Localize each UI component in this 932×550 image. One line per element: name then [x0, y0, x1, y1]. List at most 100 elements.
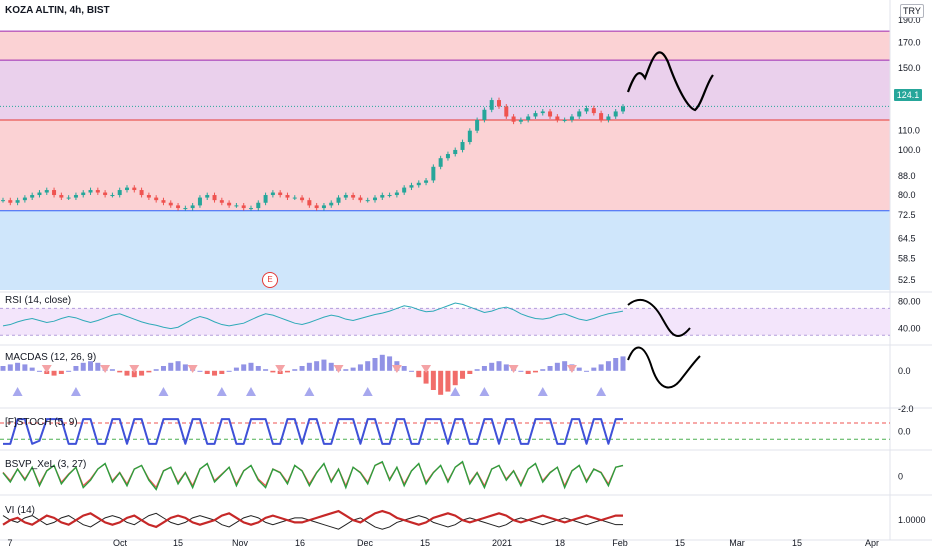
vi-indicator-title[interactable]: VI (14) [5, 505, 36, 516]
candle-body [511, 116, 516, 122]
candle-body [613, 111, 618, 117]
macd-bar [474, 369, 480, 371]
macd-bar [372, 358, 378, 371]
macd-bar [314, 361, 320, 371]
macd-bar [124, 370, 130, 376]
candle-body [125, 187, 129, 191]
time-axis-tick: Feb [612, 538, 628, 548]
macd-bar [182, 364, 188, 371]
candle-body [307, 200, 312, 206]
candle-body [161, 200, 166, 203]
time-axis-tick: Nov [232, 538, 249, 548]
rsi-projection-drawing [627, 298, 691, 337]
macd-bar [518, 370, 524, 372]
macd-buy-marker [304, 387, 315, 396]
macd-bar [379, 354, 385, 371]
time-axis-tick: 16 [295, 538, 305, 548]
macd-bar [481, 366, 487, 371]
macd-bar [598, 364, 604, 371]
macdas-indicator-title[interactable]: MACDAS (12, 26, 9) [5, 352, 97, 363]
macd-buy-marker [537, 387, 548, 396]
macd-bar [292, 369, 298, 371]
macd-bar [489, 362, 495, 371]
candle-body [190, 205, 195, 209]
time-axis-tick: Mar [729, 538, 745, 548]
candle-body [438, 158, 443, 167]
macd-bar [0, 366, 6, 371]
macd-bar [554, 362, 560, 371]
macd-bar [540, 369, 546, 371]
stoch-indicator-title[interactable]: [F]STOCH (5, 9) [5, 417, 78, 428]
time-axis-tick: 2021 [492, 538, 512, 548]
macd-bar [212, 370, 218, 376]
candle-body [599, 113, 604, 120]
candle-body [314, 205, 319, 209]
candle-body [548, 111, 553, 117]
candle-body [329, 202, 334, 206]
candle-body [103, 192, 108, 196]
macd-bar [248, 362, 254, 371]
candle-body [562, 119, 567, 121]
currency-badge[interactable]: TRY [900, 4, 924, 18]
macd-bar [605, 361, 611, 371]
candle-body [15, 200, 20, 203]
macd-bar [153, 369, 159, 371]
macd-bar [226, 370, 232, 372]
chart-title: KOZA ALTIN, 4h, BIST [5, 5, 110, 16]
candle-body [343, 195, 348, 198]
candle-body [270, 192, 275, 196]
rsi-band [0, 308, 890, 336]
macd-buy-marker [596, 387, 607, 396]
macd-bar [197, 370, 203, 372]
candle-body [241, 205, 246, 209]
candle-body [249, 208, 253, 210]
earnings-event-marker[interactable]: E [262, 272, 278, 288]
candle-body [110, 195, 115, 197]
macd-bar [350, 367, 356, 371]
candle-body [518, 119, 523, 122]
macd-bar [430, 370, 436, 390]
macd-buy-marker [70, 387, 81, 396]
price-axis-tick: 64.5 [898, 234, 916, 244]
candle-body [416, 182, 421, 186]
macd-bar [445, 370, 451, 392]
macd-bar [131, 370, 137, 378]
rsi-indicator-title[interactable]: RSI (14, close) [5, 295, 72, 306]
time-axis-tick: 15 [420, 538, 430, 548]
price-axis-tick: 88.0 [898, 171, 916, 181]
macd-buy-marker [158, 387, 169, 396]
macd-bar [547, 366, 553, 371]
price-axis-tick: 110.0 [898, 126, 920, 136]
macd-bar [328, 362, 334, 371]
macd-bar [284, 370, 290, 373]
macd-bar [306, 362, 312, 371]
macd-sell-marker [275, 365, 286, 373]
candle-body [292, 197, 297, 199]
macd-bar [401, 366, 407, 371]
candle-body [205, 195, 210, 198]
candle-body [227, 202, 232, 206]
macd-bar [452, 370, 458, 386]
price-axis-tick: 52.5 [898, 275, 916, 285]
macd-bar [263, 369, 269, 371]
macd-bar [139, 370, 145, 376]
bsvp-axis-tick: 0 [898, 472, 903, 482]
macd-bar [321, 359, 327, 371]
macd-bar [613, 358, 619, 371]
time-axis-tick: Dec [357, 538, 374, 548]
candle-body [52, 190, 57, 196]
price-axis-tick: 58.5 [898, 253, 916, 263]
macd-bar [467, 370, 473, 374]
candle-body [139, 190, 144, 196]
candle-body [285, 195, 290, 198]
candle-body [540, 111, 545, 114]
macd-bar [51, 370, 57, 376]
candle-body [37, 192, 42, 196]
time-axis-tick: 15 [675, 538, 685, 548]
macd-bar [73, 366, 79, 371]
macd-sell-marker [187, 365, 198, 373]
candle-body [8, 200, 13, 203]
bsvp-indicator-title[interactable]: BSVP_XeL (3, 27) [5, 459, 87, 470]
